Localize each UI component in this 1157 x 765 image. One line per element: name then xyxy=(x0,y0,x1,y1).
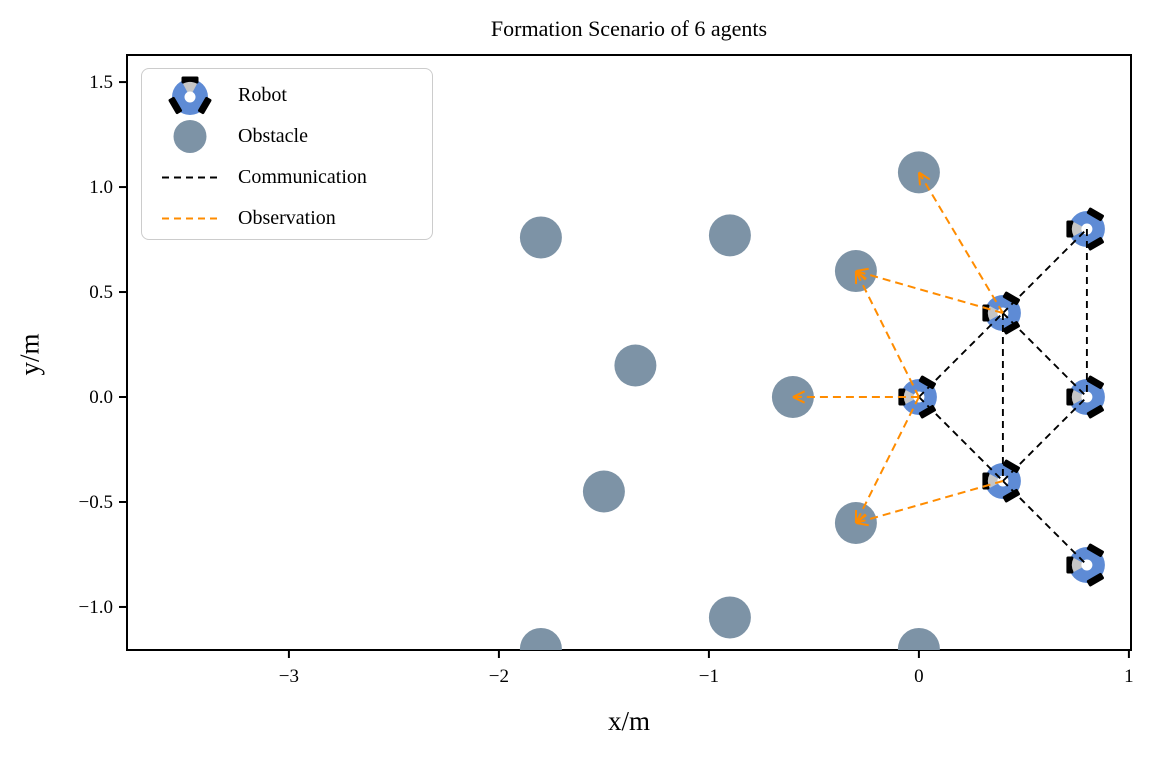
observation-arrowhead xyxy=(855,270,867,280)
obstacle xyxy=(897,627,940,650)
observation-line-icon xyxy=(142,198,238,239)
legend-label: Communication xyxy=(238,166,367,188)
obstacle xyxy=(519,627,562,650)
legend-robot-glyph xyxy=(168,76,212,115)
legend-item-observation: Observation xyxy=(142,198,432,239)
communication-edge xyxy=(1002,312,1088,398)
observation-edge xyxy=(855,270,920,398)
observation-edge xyxy=(855,480,1004,524)
obstacle xyxy=(582,470,625,513)
obstacle xyxy=(708,214,751,257)
obstacle xyxy=(708,596,751,639)
communication-edge xyxy=(918,396,1004,482)
observation-arrowhead xyxy=(918,171,931,181)
communication-line-icon xyxy=(142,157,238,198)
observation-edge xyxy=(855,396,920,524)
chart-title: Formation Scenario of 6 agents xyxy=(490,16,768,41)
observation-arrowhead xyxy=(792,396,806,404)
communication-edge xyxy=(1002,228,1088,314)
obstacle xyxy=(614,344,657,387)
observation-edge xyxy=(918,171,1004,314)
y-tick-label: 0.0 xyxy=(89,387,113,408)
observation-arrowhead xyxy=(855,513,867,524)
communication-edge xyxy=(1002,480,1088,566)
y-tick-label: 0.5 xyxy=(89,282,113,303)
robot xyxy=(1066,543,1105,587)
y-tick-label: −0.5 xyxy=(79,492,113,513)
y-tick-label: −1.0 xyxy=(79,597,113,618)
legend-label: Obstacle xyxy=(238,125,308,147)
observation-arrowhead xyxy=(917,172,921,186)
legend-label: Robot xyxy=(238,84,287,106)
obstacle xyxy=(519,216,562,259)
x-tick-label: −1 xyxy=(699,666,719,687)
legend-item-robot: Robot xyxy=(142,75,432,116)
x-tick-label: 0 xyxy=(914,666,924,687)
obstacle-icon xyxy=(142,116,238,157)
communication-edge xyxy=(1002,396,1088,482)
y-axis-label: y/m xyxy=(14,333,45,376)
x-tick-label: 1 xyxy=(1124,666,1134,687)
y-tick-label: 1.5 xyxy=(89,72,113,93)
legend: Robot Obstacle Communication Observation xyxy=(141,68,433,240)
x-axis-label: x/m xyxy=(607,706,650,736)
observation-arrowhead xyxy=(855,521,869,527)
legend-item-obstacle: Obstacle xyxy=(142,116,432,157)
x-tick-label: −3 xyxy=(279,666,299,687)
axes-spines xyxy=(126,54,1132,651)
communication-edge xyxy=(918,312,1004,398)
y-tick-label: 1.0 xyxy=(89,177,113,198)
observation-arrowhead xyxy=(855,267,869,273)
observation-arrowhead xyxy=(792,390,806,398)
legend-label: Observation xyxy=(238,207,336,229)
obstacle xyxy=(771,376,814,419)
x-tick-label: −2 xyxy=(489,666,509,687)
legend-item-communication: Communication xyxy=(142,157,432,198)
robot-icon xyxy=(142,75,238,116)
